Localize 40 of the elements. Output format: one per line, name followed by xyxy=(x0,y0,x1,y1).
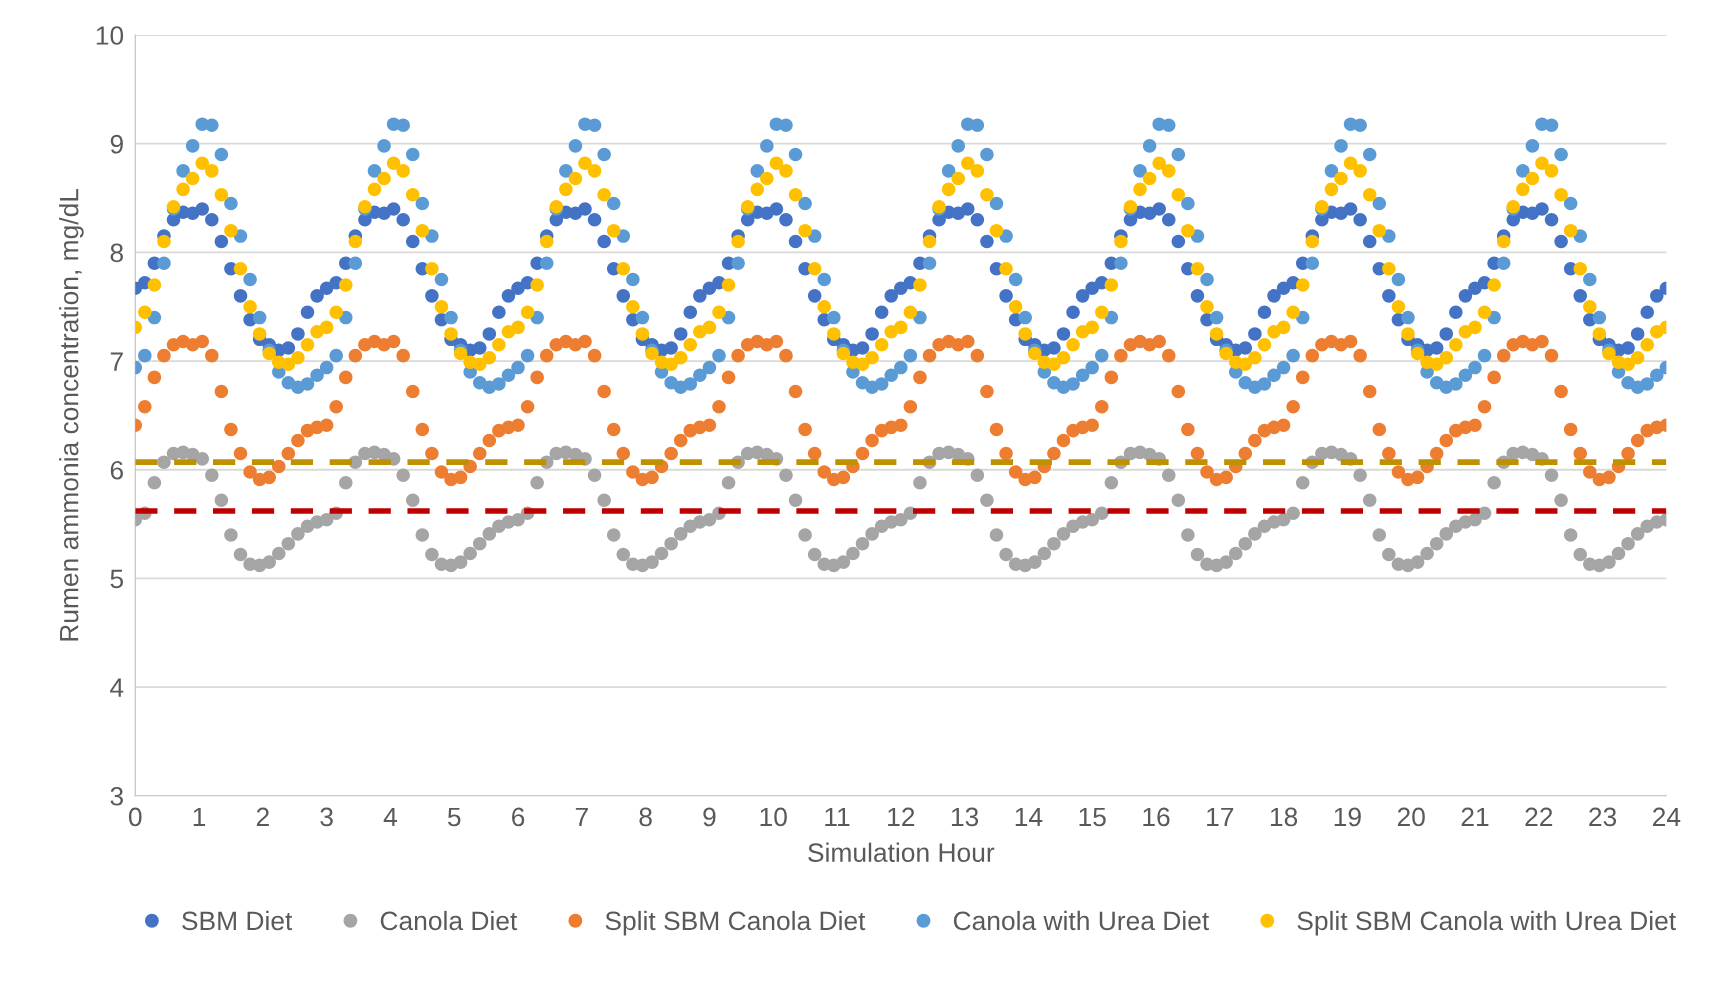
y-tick-label: 7 xyxy=(110,352,123,371)
y-tick-label: 10 xyxy=(96,26,124,45)
x-tick-label: 5 xyxy=(447,807,461,827)
x-tick-label: 9 xyxy=(703,807,716,827)
x-tick-label: 13 xyxy=(951,807,979,827)
x-tick-label: 10 xyxy=(760,807,787,827)
x-tick-label: 3 xyxy=(320,807,333,827)
x-tick-label: 1 xyxy=(193,807,206,827)
x-tick-label: 22 xyxy=(1525,807,1553,827)
y-tick-label: 5 xyxy=(110,569,124,589)
x-tick-label: 16 xyxy=(1143,807,1170,827)
x-tick-label: 20 xyxy=(1397,807,1425,827)
x-tick-label: 11 xyxy=(825,807,850,827)
x-tick-label: 19 xyxy=(1334,807,1361,827)
y-tick-label: 6 xyxy=(110,460,123,480)
y-tick-label: 8 xyxy=(110,243,123,263)
x-tick-label: 24 xyxy=(1653,807,1681,827)
y-tick-label: 4 xyxy=(110,678,124,697)
x-tick-label: 6 xyxy=(512,807,525,827)
legend-label: SBM Diet xyxy=(182,910,293,931)
x-tick-label: 21 xyxy=(1461,807,1489,827)
legend-label: Canola Diet xyxy=(380,910,518,931)
legend-label: Split SBM Canola Diet xyxy=(605,910,866,936)
x-tick-label: 4 xyxy=(383,807,398,827)
x-tick-label: 0 xyxy=(128,807,142,827)
x-tick-label: 15 xyxy=(1079,807,1106,827)
x-tick-label: 23 xyxy=(1589,807,1617,827)
x-tick-label: 18 xyxy=(1270,807,1298,827)
x-tick-label: 12 xyxy=(888,807,915,827)
x-axis-title: Simulation Hour xyxy=(808,842,995,862)
legend-label: Split SBM Canola with Urea Diet xyxy=(1297,910,1676,936)
x-tick-label: 8 xyxy=(639,807,652,827)
legend-label: Canola with Urea Diet xyxy=(953,910,1210,931)
y-axis-title: Rumen ammonia concentration, mg/dL xyxy=(59,188,84,641)
x-tick-label: 2 xyxy=(256,807,269,827)
x-tick-label: 14 xyxy=(1015,807,1043,827)
x-tick-label: 17 xyxy=(1207,807,1234,827)
x-tick-label: 7 xyxy=(575,807,588,827)
y-tick-label: 9 xyxy=(110,134,123,154)
y-tick-label: 3 xyxy=(110,786,123,806)
